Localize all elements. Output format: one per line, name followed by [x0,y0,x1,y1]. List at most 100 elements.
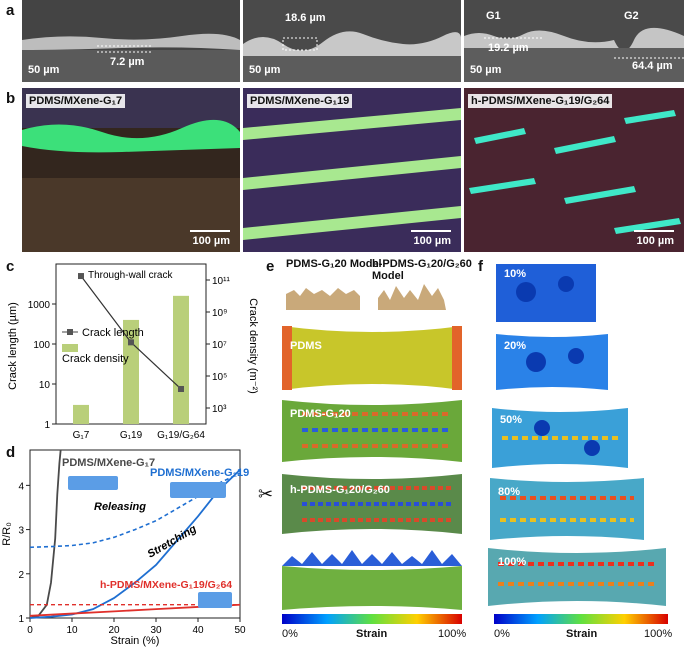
legend-bar-swatch [62,344,78,352]
micrograph-g19-g64: h-PDMS/MXene-G₁19/G₂64 100 µm [464,88,684,252]
scale-bar-line [190,230,230,232]
strain-label-20: 20% [504,340,527,352]
crack-chart: 1 10 100 1000 10³ 10⁵ 10⁷ 10⁹ 10¹¹ G₁7 G₁19 G₁19/… [7,263,259,441]
strain-map-50 [492,408,628,468]
strain-label-10: 10% [504,268,527,280]
micrograph-texture [22,88,240,252]
micrograph-g7: PDMS/MXene-G₁7 100 µm [22,88,240,252]
legend: Crack length Crack density [62,327,144,365]
x-tick-label: 50 [234,625,246,636]
x-tick-label: G₁7 [73,430,90,441]
label-g19: PDMS/MXene-G₁19 [150,467,249,479]
resistance-chart: 0 10 20 30 40 50 1 2 3 4 R/R₀ Strain (%) Releasin… [1,449,249,647]
fem-pdms [282,326,462,390]
x-tick-label: G₁19/G₂64 [157,430,205,441]
panel-label-f: f [478,258,483,275]
sample-icon-g19-g64 [198,592,232,608]
density-bar [173,295,189,424]
label-g19-g64: h-PDMS/MXene-G₁19/G₂64 [100,579,232,591]
label-g7: PDMS/MXene-G₁7 [62,457,155,469]
strain-map-80 [490,478,644,540]
micrograph-g19: PDMS/MXene-G₁19 100 µm [243,88,461,252]
crack-length-marker [178,385,184,392]
panel-label-d: d [6,444,16,461]
scissors-icon: ✂ [258,484,274,504]
x-tick-label: 10 [66,625,78,636]
colorbar-e-title: Strain [356,628,388,640]
legend-marker [67,329,73,335]
annotation-stretching: Stretching [146,523,199,561]
y2-axis-label: Crack density (m⁻²) [247,298,259,394]
plot-frame [29,449,241,619]
sem-scale-bar: 50 µm [249,64,281,76]
sem-scale-bar: 50 µm [28,64,60,76]
y-tick-label: 4 [18,481,24,492]
micrograph-title: PDMS/MXene-G₁7 [26,94,126,108]
colorbar-f [494,614,668,624]
legend-crack-length: Crack length [82,327,144,339]
crack-length-marker [128,339,134,346]
panel-label-a: a [6,2,15,19]
sample-icon-g19 [170,482,226,498]
y2-tick-label: 10⁹ [212,308,227,319]
strain-label-100: 100% [498,556,527,568]
density-bar [73,404,89,424]
y-tick-label: 1000 [28,300,51,311]
y-tick-label: 1 [18,614,24,625]
y-tick-label: 1 [44,420,50,431]
colorbar-e-max: 100% [438,628,467,640]
annotation-through-wall: Through-wall crack [88,270,173,281]
strain-map-100 [488,548,666,606]
colorbar-f-title: Strain [566,628,598,640]
series-line [29,469,241,619]
sem-scale-bar: 50 µm [470,64,502,76]
sem-texture [464,0,684,82]
x-tick-label: 30 [150,625,162,636]
y2-tick-label: 10³ [212,404,227,415]
scale-bar-label: 100 µm [192,235,230,247]
panel-label-b: b [6,90,16,107]
sem-g1-label: G1 [486,10,501,22]
colorbar-e-min: 0% [282,628,298,640]
sem-g2-label: G2 [624,10,639,22]
model-label-g20-g60: h-PDMS-G₁20/G₂60 Model [372,258,472,282]
sem-image-g7: 50 µm 7.2 µm [22,0,240,82]
y2-tick-label: 10⁷ [212,340,227,351]
y-axis-label: R/R₀ [1,522,13,546]
model-label-g20: PDMS-G₁20 Model [286,258,382,270]
panel-label-c: c [6,258,15,275]
y-tick-label: 10 [39,380,51,391]
series-line [29,449,62,619]
sem-texture [243,0,461,82]
colorbar-e [282,614,462,624]
model-surfaces [286,284,446,310]
y-tick-label: 2 [18,570,24,581]
fem-pdms-g20 [282,400,462,462]
fem-label-h-pdms: h-PDMS-G₁20/G₂60 [290,484,390,496]
colorbar-f-max: 100% [644,628,673,640]
fem-cross-section [282,550,462,610]
y2-tick-label: 10⁵ [212,372,227,383]
colorbar-f-min: 0% [494,628,510,640]
x-tick-label: G₁19 [120,430,143,441]
scale-bar-line [411,230,451,232]
panel-label-e: e [266,258,275,275]
micrograph-title: h-PDMS/MXene-G₁19/G₂64 [468,94,613,108]
strain-label-80: 80% [498,486,521,498]
strain-label-50: 50% [500,414,523,426]
crack-length-marker [78,273,84,280]
annotation-releasing: Releasing [94,501,146,513]
x-axis-label: Strain (%) [111,635,160,647]
micrograph-title: PDMS/MXene-G₁19 [247,94,353,108]
sem-thickness-label: 64.4 µm [632,60,673,72]
y-tick-label: 100 [33,340,50,351]
strain-map-20 [496,334,608,390]
scale-bar-label: 100 µm [636,235,674,247]
micrograph-texture [464,88,684,252]
y-tick-label: 3 [18,526,24,537]
sample-icon-g7 [68,476,118,490]
x-tick-label: 0 [27,625,33,636]
sem-thickness-label: 19.2 µm [488,42,529,54]
y2-tick-label: 10¹¹ [212,276,230,287]
scale-bar-line [634,230,674,232]
